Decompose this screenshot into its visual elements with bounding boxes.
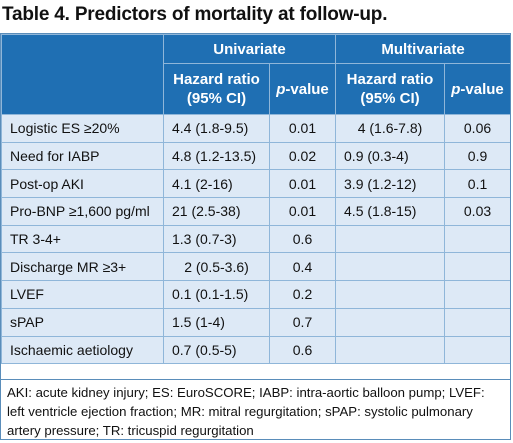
multi-hazard-ratio-cell — [335, 335, 446, 365]
multi-p-value-cell: 0.06 — [444, 114, 510, 143]
multi-p-value-cell: 0.03 — [444, 197, 510, 226]
multi-hazard-ratio-cell — [335, 224, 446, 254]
table-header: Univariate Multivariate Hazard ratio (95… — [1, 34, 510, 115]
multi-p-value-cell — [444, 252, 510, 282]
uni-p-value-cell: 0.6 — [268, 335, 337, 365]
table-row: TR 3-4+ 1.3 (0.7-3) 0.6 — [1, 224, 510, 254]
row-label: LVEF — [1, 280, 164, 309]
row-label: Ischaemic aetiology — [1, 335, 164, 365]
multi-hazard-ratio-cell: 3.9 (1.2-12) — [335, 169, 446, 199]
uni-hazard-ratio-cell: 4.8 (1.2-13.5) — [163, 141, 270, 171]
uni-p-value-cell: 0.02 — [268, 141, 337, 171]
row-label: TR 3-4+ — [1, 224, 164, 254]
multi-hazard-ratio-cell: 4.5 (1.8-15) — [335, 197, 446, 226]
uni-p-value-cell: 0.01 — [268, 114, 337, 143]
header-p-italic: p — [451, 80, 461, 98]
multi-hazard-ratio-cell — [335, 280, 446, 309]
table-row: LVEF 0.1 (0.1-1.5) 0.2 — [1, 280, 510, 309]
uni-hazard-ratio-cell: 21 (2.5-38) — [163, 197, 270, 226]
header-corner — [1, 34, 164, 115]
header-multivariate: Multivariate — [335, 34, 510, 64]
header-univariate: Univariate — [162, 34, 337, 64]
row-label: Need for IABP — [1, 141, 164, 171]
multi-hazard-ratio-cell — [335, 252, 446, 282]
row-label: Discharge MR ≥3+ — [1, 252, 164, 282]
uni-hazard-ratio-cell: 4.1 (2-16) — [163, 169, 270, 199]
header-hr-line2: (95% CI) — [360, 90, 420, 107]
header-uni-p-value: p-value — [268, 63, 337, 115]
header-uni-hazard-ratio: Hazard ratio (95% CI) — [163, 63, 270, 115]
table-footnote: AKI: acute kidney injury; ES: EuroSCORE;… — [1, 379, 510, 439]
row-label: sPAP — [1, 307, 164, 337]
table-row: Need for IABP 4.8 (1.2-13.5) 0.02 0.9 (0… — [1, 141, 510, 171]
table-title: Table 4. Predictors of mortality at foll… — [2, 4, 388, 25]
uni-hazard-ratio-cell: 1.3 (0.7-3) — [163, 224, 270, 254]
uni-hazard-ratio-cell: 0.1 (0.1-1.5) — [163, 280, 270, 309]
uni-p-value-cell: 0.6 — [268, 224, 337, 254]
uni-hazard-ratio-cell: 0.7 (0.5-5) — [163, 335, 270, 365]
uni-p-value-cell: 0.7 — [268, 307, 337, 337]
table-row: Pro-BNP ≥1,600 pg/ml 21 (2.5-38) 0.01 4.… — [1, 197, 510, 226]
header-p-italic: p — [276, 80, 286, 98]
multi-p-value-cell — [444, 224, 510, 254]
table-row: Logistic ES ≥20% 4.4 (1.8-9.5) 0.01 4 (1… — [1, 114, 510, 143]
header-p-rest: -value — [460, 80, 504, 98]
predictors-table: Univariate Multivariate Hazard ratio (95… — [1, 34, 510, 365]
table-row: Post-op AKI 4.1 (2-16) 0.01 3.9 (1.2-12)… — [1, 169, 510, 199]
multi-p-value-cell: 0.1 — [444, 169, 510, 199]
multi-p-value-cell — [444, 280, 510, 309]
table-body: Logistic ES ≥20% 4.4 (1.8-9.5) 0.01 4 (1… — [1, 114, 510, 365]
row-label: Logistic ES ≥20% — [1, 114, 164, 143]
multi-hazard-ratio-cell — [335, 307, 446, 337]
uni-hazard-ratio-cell: 1.5 (1-4) — [163, 307, 270, 337]
header-hr-line1: Hazard ratio — [173, 71, 260, 88]
header-multi-hazard-ratio: Hazard ratio (95% CI) — [335, 63, 446, 115]
multi-p-value-cell — [444, 307, 510, 337]
multi-p-value-cell — [444, 335, 510, 365]
uni-hazard-ratio-cell: 2 (0.5-3.6) — [163, 252, 270, 282]
table-frame: Univariate Multivariate Hazard ratio (95… — [0, 33, 511, 440]
multi-hazard-ratio-cell: 4 (1.6-7.8) — [335, 114, 446, 143]
table-row: Discharge MR ≥3+ 2 (0.5-3.6) 0.4 — [1, 252, 510, 282]
table-row: Ischaemic aetiology 0.7 (0.5-5) 0.6 — [1, 335, 510, 365]
row-label: Post-op AKI — [1, 169, 164, 199]
row-label: Pro-BNP ≥1,600 pg/ml — [1, 197, 164, 226]
table-row: sPAP 1.5 (1-4) 0.7 — [1, 307, 510, 337]
multi-hazard-ratio-cell: 0.9 (0.3-4) — [335, 141, 446, 171]
header-hr-line1: Hazard ratio — [346, 71, 434, 88]
uni-p-value-cell: 0.01 — [268, 169, 337, 199]
multi-p-value-cell: 0.9 — [444, 141, 510, 171]
header-hr-line2: (95% CI) — [186, 90, 247, 107]
uni-p-value-cell: 0.2 — [268, 280, 337, 309]
header-p-rest: -value — [285, 80, 329, 98]
uni-hazard-ratio-cell: 4.4 (1.8-9.5) — [163, 114, 270, 143]
header-multi-p-value: p-value — [444, 63, 510, 115]
uni-p-value-cell: 0.01 — [268, 197, 337, 226]
uni-p-value-cell: 0.4 — [268, 252, 337, 282]
